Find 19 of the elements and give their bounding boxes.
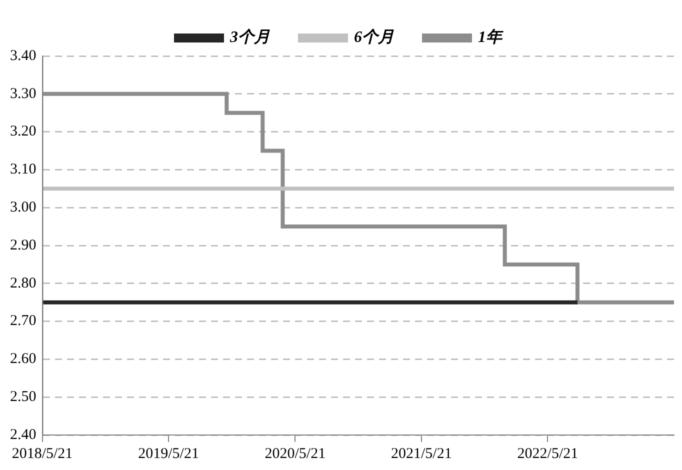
- x-tick-label: 2021/5/21: [391, 446, 452, 462]
- x-tick-label: 2019/5/21: [138, 446, 199, 462]
- x-tick-label: 2018/5/21: [12, 446, 73, 462]
- y-tick-label: 3.30: [10, 86, 36, 102]
- y-tick-label: 2.70: [10, 313, 36, 330]
- y-tick-label: 2.90: [10, 237, 36, 254]
- y-tick-label: 3.40: [10, 48, 36, 64]
- y-tick-label: 2.40: [10, 426, 36, 443]
- y-tick-label: 2.50: [10, 389, 36, 406]
- legend-label: 1年: [478, 28, 504, 46]
- x-tick-label: 2020/5/21: [264, 446, 326, 462]
- legend-label: 6个月: [354, 28, 394, 46]
- x-tick-label: 2022/5/21: [517, 446, 578, 462]
- y-tick-label: 3.00: [10, 200, 36, 216]
- y-tick-label: 3.20: [10, 124, 36, 140]
- y-tick-label: 3.10: [10, 162, 36, 178]
- legend-label: 3个月: [229, 28, 270, 46]
- y-tick-label: 2.60: [10, 351, 36, 368]
- y-tick-label: 2.80: [10, 275, 36, 292]
